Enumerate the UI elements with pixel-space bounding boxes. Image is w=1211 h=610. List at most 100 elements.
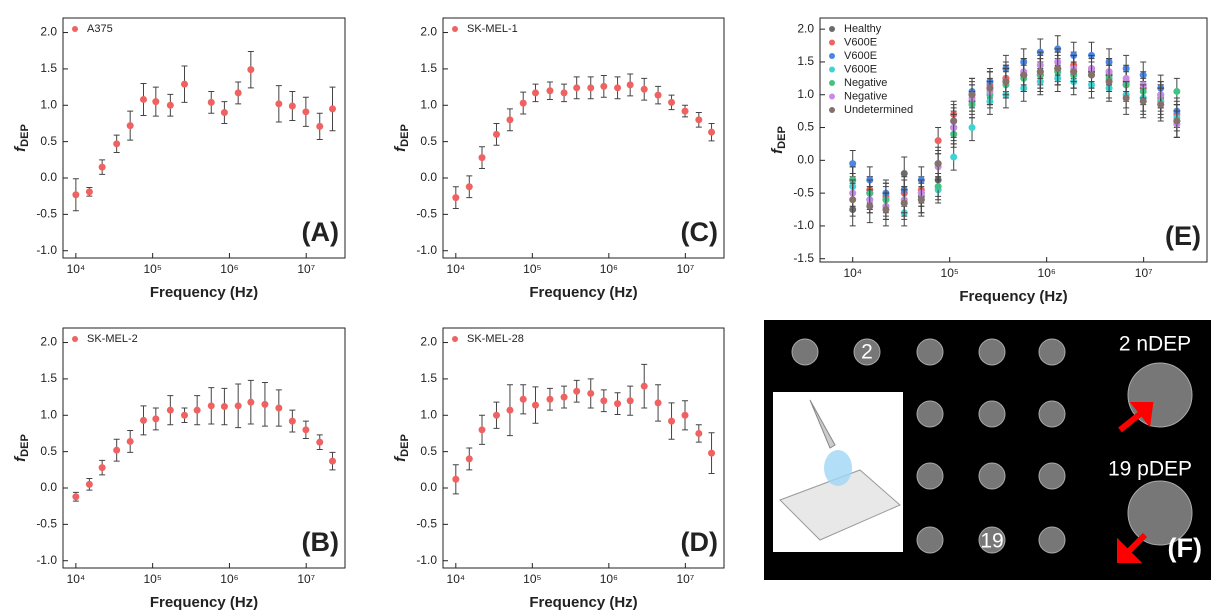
data-point: [1139, 97, 1147, 105]
data-point: [986, 84, 994, 92]
annotation: 19 pDEP: [1108, 458, 1192, 481]
data-point: [849, 160, 857, 168]
y-axis-label-sub: DEP: [399, 124, 411, 147]
legend-label: V600E: [844, 63, 877, 75]
data-point: [934, 137, 942, 145]
y-tick-label: -0.5: [36, 517, 57, 531]
y-axis-label-sub: DEP: [776, 126, 788, 149]
y-axis-label-sub: DEP: [19, 124, 31, 147]
y-tick-label: -1.0: [793, 218, 814, 232]
legend-label: A375: [87, 23, 113, 35]
x-tick-label: 10⁵: [143, 572, 161, 586]
data-point: [614, 400, 622, 408]
x-tick-label: 10⁴: [67, 262, 86, 276]
data-point: [85, 188, 93, 196]
y-tick-label: 1.0: [40, 407, 57, 421]
data-point: [1036, 68, 1044, 76]
legend-marker: [452, 336, 458, 342]
legend-label: SK-MEL-1: [467, 23, 518, 35]
annotation: 2 nDEP: [1119, 333, 1191, 356]
data-point: [72, 493, 80, 501]
series: [849, 51, 1181, 227]
data-point: [968, 91, 976, 99]
data-point: [560, 89, 568, 97]
data-point: [900, 169, 908, 177]
series: [72, 50, 337, 212]
y-axis-label: fDEP: [769, 126, 788, 154]
legend-marker: [829, 66, 835, 73]
data-point: [1002, 78, 1010, 86]
data-point: [866, 202, 874, 210]
y-tick-label: -1.0: [416, 243, 437, 257]
data-point: [113, 140, 121, 148]
pipette: [809, 399, 836, 449]
data-point: [600, 82, 608, 90]
data-point: [695, 116, 703, 124]
data-point: [531, 89, 539, 97]
x-axis-label: Frequency (Hz): [150, 284, 258, 301]
data-point: [1157, 101, 1165, 109]
x-axis-label: Frequency (Hz): [529, 284, 637, 301]
series: [452, 73, 716, 210]
data-point: [234, 402, 242, 410]
data-point: [681, 107, 689, 115]
data-point: [126, 437, 134, 445]
y-tick-label: 0.0: [420, 170, 437, 184]
data-point: [288, 417, 296, 425]
x-tick-label: 10⁶: [220, 262, 238, 276]
data-point: [288, 102, 296, 110]
x-tick-label: 10⁷: [676, 262, 694, 276]
series: [849, 51, 1181, 227]
data-point: [614, 84, 622, 92]
x-axis-label: Frequency (Hz): [529, 594, 637, 610]
data-point: [506, 116, 514, 124]
data-point: [640, 85, 648, 93]
legend-label: V600E: [844, 50, 877, 62]
panel-label: (C): [681, 217, 718, 247]
series: [849, 51, 1181, 211]
y-tick-label: 2.0: [40, 335, 57, 349]
data-point: [98, 163, 106, 171]
data-point: [465, 183, 473, 191]
panel-label: (D): [681, 527, 718, 557]
data-point: [626, 397, 634, 405]
y-tick-label: 1.0: [420, 97, 437, 111]
data-point: [98, 464, 106, 472]
data-point: [950, 153, 958, 161]
y-axis-label-main: f: [12, 455, 29, 462]
legend-marker: [829, 39, 835, 46]
data-point: [220, 109, 228, 117]
data-point: [1173, 87, 1181, 95]
data-point: [882, 206, 890, 214]
data-point: [85, 480, 93, 488]
y-axis-label-sub: DEP: [19, 434, 31, 457]
y-tick-label: 1.0: [40, 97, 57, 111]
y-tick-label: 0.0: [40, 170, 57, 184]
x-tick-label: 10⁶: [600, 572, 618, 586]
data-point: [600, 397, 608, 405]
y-axis-label-sub: DEP: [399, 434, 411, 457]
panel-label: (B): [302, 527, 339, 557]
data-point: [234, 89, 242, 97]
data-point: [708, 128, 716, 136]
data-point: [531, 401, 539, 409]
data-point: [546, 87, 554, 95]
data-point: [247, 398, 255, 406]
data-point: [573, 387, 581, 395]
legend-label: SK-MEL-2: [87, 333, 138, 345]
data-point: [166, 406, 174, 414]
data-point: [139, 95, 147, 103]
image-panel: 2 19 2 nDEP 19 pDEP (F): [764, 320, 1211, 580]
series: [849, 35, 1181, 207]
data-point: [247, 66, 255, 74]
y-axis-label: fDEP: [12, 124, 31, 152]
data-point: [654, 91, 662, 99]
data-point: [302, 426, 310, 434]
legend-label: SK-MEL-28: [467, 333, 524, 345]
panel-label: (E): [1165, 221, 1201, 251]
x-tick-label: 10⁶: [600, 262, 618, 276]
series: [849, 58, 1181, 217]
y-tick-label: -0.5: [416, 517, 437, 531]
